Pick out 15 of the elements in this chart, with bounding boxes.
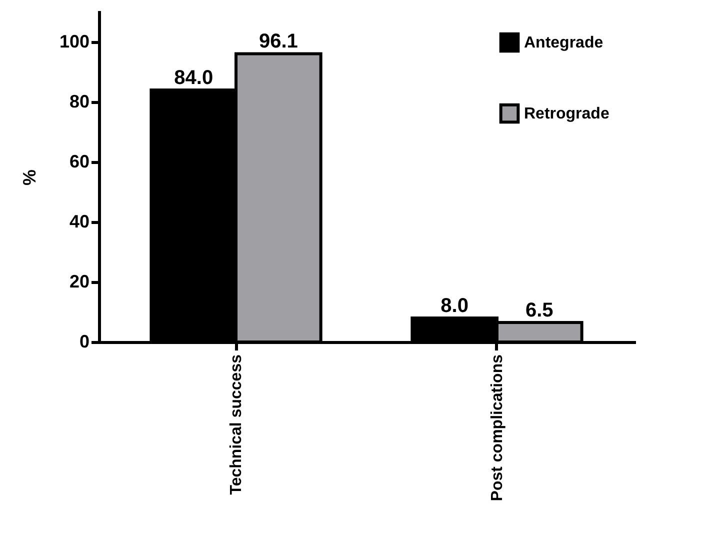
y-tick-label: 0 xyxy=(79,332,90,352)
data-label: 8.0 xyxy=(440,295,468,317)
data-label: 84.0 xyxy=(174,67,214,89)
y-tick-label: 60 xyxy=(69,152,90,172)
data-label: 96.1 xyxy=(258,30,298,53)
x-tick-label: Post complications xyxy=(488,354,506,502)
y-tick-label: 20 xyxy=(69,272,90,292)
y-axis-title: % xyxy=(19,169,40,186)
y-tick-label: 40 xyxy=(69,212,90,232)
x-tick-label: Technical success xyxy=(228,354,246,495)
legend-label: Antegrade xyxy=(524,34,604,52)
legend-label: Retrograde xyxy=(524,106,610,122)
y-tick-label: 100 xyxy=(59,32,90,52)
data-label: 6.5 xyxy=(525,300,554,322)
y-tick-label: 80 xyxy=(69,92,90,112)
